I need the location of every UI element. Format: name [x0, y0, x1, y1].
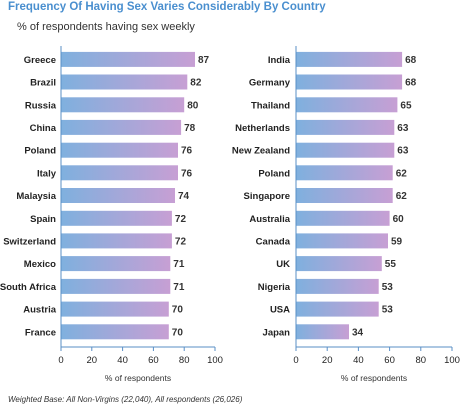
data-label: 74: [178, 191, 190, 202]
x-tick-label: 100: [444, 355, 460, 366]
category-label: Singapore: [244, 191, 290, 202]
x-axis-label: % of respondents: [105, 373, 171, 383]
category-label: Austria: [23, 305, 56, 316]
data-label: 53: [382, 282, 394, 293]
data-label: 59: [391, 236, 403, 247]
x-tick-label: 0: [58, 355, 63, 366]
chart-subtitle: % of respondents having sex weekly: [17, 21, 195, 33]
category-label: USA: [270, 305, 290, 316]
category-label: Netherlands: [235, 123, 290, 134]
data-label: 62: [396, 168, 408, 179]
bar: [296, 324, 349, 340]
category-label: South Africa: [0, 282, 57, 293]
bar: [61, 51, 195, 67]
bar: [296, 74, 403, 90]
bar: [296, 165, 393, 181]
data-label: 63: [397, 123, 409, 134]
bar: [296, 256, 382, 272]
bar: [61, 165, 178, 181]
bar: [296, 97, 398, 113]
category-label: Switzerland: [3, 236, 56, 247]
bar: [61, 97, 185, 113]
category-label: Greece: [24, 55, 56, 66]
bar: [296, 233, 388, 249]
category-label: UK: [276, 259, 290, 270]
bar: [296, 278, 379, 294]
category-label: Brazil: [30, 78, 56, 89]
data-label: 71: [173, 282, 185, 293]
category-label: Poland: [258, 168, 290, 179]
data-label: 60: [393, 214, 405, 225]
bar: [61, 119, 182, 135]
bar: [61, 278, 171, 294]
data-label: 80: [187, 100, 199, 111]
x-tick-label: 20: [322, 355, 333, 366]
bar: [61, 142, 178, 158]
data-label: 87: [198, 55, 210, 66]
data-label: 55: [385, 259, 397, 270]
category-label: Mexico: [24, 259, 56, 270]
bar: [61, 256, 171, 272]
bar: [61, 74, 188, 90]
category-label: Germany: [249, 78, 291, 89]
category-label: Japan: [263, 327, 291, 338]
x-tick-label: 80: [179, 355, 190, 366]
bar: [296, 188, 393, 203]
x-tick-label: 40: [117, 355, 128, 366]
x-tick-label: 40: [353, 355, 364, 366]
x-tick-label: 0: [293, 355, 298, 366]
data-label: 53: [382, 305, 394, 316]
data-label: 72: [175, 214, 187, 225]
data-label: 76: [181, 146, 193, 157]
category-label: Poland: [24, 146, 56, 157]
chart-title: Frequency Of Having Sex Varies Considera…: [8, 1, 326, 13]
data-label: 72: [175, 236, 187, 247]
x-tick-label: 80: [416, 355, 427, 366]
data-label: 71: [173, 259, 185, 270]
x-tick-label: 60: [384, 355, 395, 366]
data-label: 82: [190, 78, 202, 89]
category-label: Spain: [30, 214, 56, 225]
bar: [296, 51, 403, 67]
category-label: Nigeria: [258, 282, 291, 293]
category-label: Russia: [25, 100, 57, 111]
bar: [61, 301, 169, 317]
x-tick-label: 100: [207, 355, 223, 366]
data-label: 70: [172, 305, 184, 316]
data-label: 65: [400, 100, 412, 111]
category-label: India: [268, 55, 291, 66]
bar: [296, 301, 379, 317]
category-label: Malaysia: [16, 191, 56, 202]
category-label: China: [30, 123, 57, 134]
category-label: Australia: [249, 214, 290, 225]
bar: [61, 210, 172, 226]
footnote: Weighted Base: All Non-Virgins (22,040),…: [8, 395, 243, 404]
category-label: Canada: [256, 236, 291, 247]
data-label: 34: [352, 327, 364, 338]
bar: [61, 188, 175, 203]
bar: [296, 210, 390, 226]
bar: [61, 233, 172, 249]
category-label: New Zealand: [232, 146, 290, 157]
data-label: 78: [184, 123, 196, 134]
x-tick-label: 20: [87, 355, 98, 366]
bar: [296, 142, 395, 158]
bar: [61, 324, 169, 340]
data-label: 76: [181, 168, 193, 179]
data-label: 63: [397, 146, 409, 157]
x-tick-label: 60: [148, 355, 159, 366]
category-label: Thailand: [251, 100, 290, 111]
data-label: 70: [172, 327, 184, 338]
data-label: 62: [396, 191, 408, 202]
category-label: France: [25, 327, 56, 338]
data-label: 68: [405, 55, 417, 66]
category-label: Italy: [37, 168, 57, 179]
x-axis-label: % of respondents: [341, 373, 407, 383]
data-label: 68: [405, 78, 417, 89]
bar: [296, 119, 395, 135]
